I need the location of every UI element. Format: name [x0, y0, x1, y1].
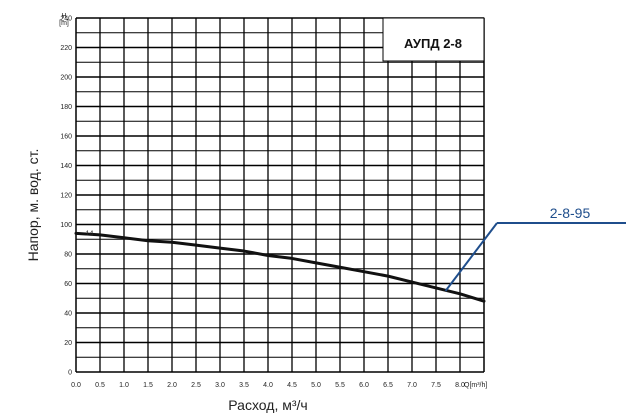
x-tick-label: 7.0: [407, 382, 417, 389]
y-tick-label: 100: [60, 222, 72, 229]
x-tick-label: 1.0: [119, 382, 129, 389]
grid: [75, 17, 485, 373]
x-tick-label: 0.5: [95, 382, 105, 389]
x-tick-label: 1.5: [143, 382, 153, 389]
y-unit-label-top: H: [61, 13, 66, 20]
ticks: 0 20 40 60 80 100 120 140 160 180 200 220 240 0.0 0.5 1…: [60, 16, 465, 390]
x-unit-label: Q[m³/h]: [464, 382, 487, 389]
x-tick-label: 2.5: [191, 382, 201, 389]
legend-box: [382, 17, 485, 62]
x-tick-label: 5.5: [335, 382, 345, 389]
y-tick-label: 180: [60, 104, 72, 111]
x-tick-label: 4.0: [263, 382, 273, 389]
y-tick-label: 220: [60, 45, 72, 52]
y-tick-label: 120: [60, 193, 72, 200]
x-tick-label: 0.0: [71, 382, 81, 389]
x-tick-label: 8.0: [455, 382, 465, 389]
x-tick-label: 7.5: [431, 382, 441, 389]
y-tick-label: 240: [60, 16, 72, 23]
y-tick-label: 160: [60, 134, 72, 141]
y-tick-label: 80: [64, 252, 72, 259]
y-tick-label: 40: [64, 311, 72, 318]
y-tick-label: 200: [60, 75, 72, 82]
curve-annotation: 14: [86, 230, 94, 237]
series: [74, 231, 486, 303]
y-tick-label: 60: [64, 281, 72, 288]
callout-label: 2-8-95: [550, 205, 591, 221]
x-tick-label: 3.0: [215, 382, 225, 389]
x-tick-label: 5.0: [311, 382, 321, 389]
y-tick-label: 0: [68, 370, 72, 377]
legend-title: АУПД 2-8: [404, 36, 462, 51]
x-tick-label: 6.5: [383, 382, 393, 389]
x-axis-label: Расход, м³/ч: [228, 397, 307, 413]
y-tick-label: 140: [60, 163, 72, 170]
callout-leader-line: [444, 222, 498, 292]
series-line: [74, 231, 486, 303]
x-tick-label: 4.5: [287, 382, 297, 389]
y-axis-label: Напор, м. вод. ст.: [25, 149, 41, 262]
x-tick-label: 6.0: [359, 382, 369, 389]
x-tick-label: 3.5: [239, 382, 249, 389]
x-tick-label: 2.0: [167, 382, 177, 389]
y-tick-label: 20: [64, 340, 72, 347]
y-unit-label-bottom: [m]: [59, 20, 69, 27]
